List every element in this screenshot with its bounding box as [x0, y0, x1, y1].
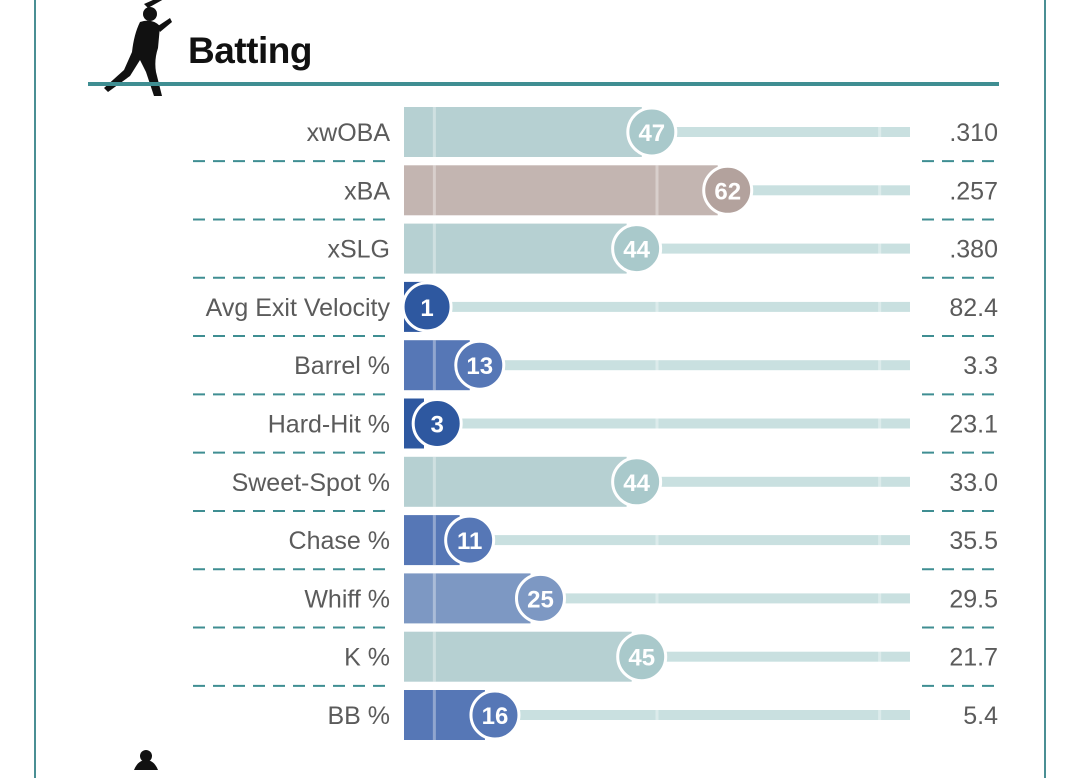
- gridline: [878, 281, 882, 332]
- metric-label: BB %: [327, 702, 390, 730]
- percentile-label: 13: [466, 353, 493, 380]
- metric-label: Chase %: [289, 527, 390, 555]
- percentile-circle: [444, 514, 496, 566]
- gridline: [878, 456, 882, 507]
- chart-row: 62 xBA .257: [193, 164, 998, 221]
- chart-row: 16 BB % 5.4: [327, 689, 998, 741]
- bar-track: [404, 301, 910, 312]
- chart-row: 44 Sweet-Spot % 33.0: [193, 456, 998, 512]
- metric-label: Barrel %: [294, 352, 390, 380]
- metric-label: xwOBA: [307, 119, 391, 147]
- metric-value: 33.0: [949, 469, 998, 497]
- metric-label: xBA: [344, 177, 390, 205]
- gridline: [655, 690, 659, 740]
- gridline: [655, 340, 659, 391]
- metric-label: Avg Exit Velocity: [206, 294, 391, 322]
- chart-row: 25 Whiff % 29.5: [193, 572, 998, 629]
- metric-value: 21.7: [949, 644, 998, 672]
- bar: [404, 223, 627, 274]
- gridline: [432, 223, 436, 274]
- gridline: [432, 107, 436, 157]
- percentile-circle: [611, 456, 663, 508]
- percentile-circle: [616, 631, 668, 683]
- percentile-circle: [611, 223, 663, 275]
- percentile-circle: [411, 398, 463, 449]
- bar: [404, 573, 531, 624]
- metric-value: 3.3: [963, 352, 998, 380]
- metric-label: xSLG: [327, 236, 390, 264]
- bar-track: [404, 535, 910, 546]
- gridline: [878, 398, 882, 449]
- percentile-circle: [469, 689, 521, 741]
- gridline: [655, 165, 659, 216]
- bar: [404, 107, 642, 157]
- gridline: [655, 573, 659, 624]
- percentile-circle: [515, 572, 566, 624]
- metric-value: 35.5: [949, 527, 998, 555]
- percentile-label: 3: [431, 412, 444, 439]
- percentile-circle: [401, 281, 453, 333]
- gridline: [878, 223, 882, 274]
- chart-row: 44 xSLG .380: [193, 223, 998, 279]
- gridline: [432, 340, 436, 391]
- bar: [404, 456, 627, 507]
- percentile-label: 44: [623, 237, 650, 264]
- gridline: [878, 340, 882, 391]
- bar-track: [404, 593, 910, 604]
- bar-track: [404, 360, 910, 371]
- chart-row: 11 Chase % 35.5: [193, 514, 998, 571]
- metric-value: .310: [949, 119, 998, 147]
- bar-track: [404, 418, 910, 429]
- gridline: [878, 165, 882, 216]
- gridline: [655, 515, 659, 566]
- bar-track: [404, 710, 910, 720]
- panel-frame: [34, 0, 1046, 778]
- chart-row: 45 K % 21.7: [193, 631, 998, 687]
- gridline: [878, 690, 882, 740]
- metric-value: .257: [949, 177, 998, 205]
- percentile-label: 45: [628, 645, 655, 672]
- percentile-label: 62: [714, 178, 741, 205]
- gridline: [432, 573, 436, 624]
- percentile-label: 16: [482, 703, 509, 730]
- gridline: [432, 631, 436, 682]
- metric-label: K %: [344, 644, 390, 672]
- percentile-circle: [626, 106, 678, 158]
- gridline: [655, 398, 659, 449]
- metric-value: 23.1: [949, 411, 998, 439]
- chart-row: 13 Barrel % 3.3: [193, 339, 998, 396]
- metric-label: Hard-Hit %: [268, 411, 390, 439]
- batter-silhouette-icon: [104, 0, 172, 97]
- percentile-label: 25: [527, 586, 554, 613]
- percentile-circle: [702, 164, 754, 216]
- metric-value: 82.4: [949, 294, 998, 322]
- percentile-label: 1: [420, 295, 433, 322]
- metric-value: 5.4: [963, 702, 998, 730]
- gridline: [878, 573, 882, 624]
- metric-value: 29.5: [949, 585, 998, 613]
- gridline: [432, 515, 436, 566]
- metric-label: Whiff %: [304, 585, 390, 613]
- metric-value: .380: [949, 236, 998, 264]
- percentile-circle: [454, 339, 506, 391]
- gridline: [878, 515, 882, 566]
- gridline: [878, 107, 882, 157]
- section-title: Batting: [188, 30, 312, 71]
- percentile-label: 44: [623, 470, 650, 497]
- gridline: [432, 690, 436, 740]
- gridline: [655, 281, 659, 332]
- gridline: [432, 165, 436, 216]
- bar: [404, 631, 632, 682]
- title-rule: [88, 82, 999, 86]
- percentile-label: 11: [457, 528, 482, 555]
- metric-label: Sweet-Spot %: [232, 469, 390, 497]
- chart-row: 3 Hard-Hit % 23.1: [193, 398, 998, 454]
- chart-row: 1 Avg Exit Velocity 82.4: [193, 281, 998, 338]
- gridline: [878, 631, 882, 682]
- chart-row: 47 xwOBA .310: [193, 106, 998, 163]
- bar: [404, 165, 718, 216]
- percentile-label: 47: [638, 120, 665, 147]
- gridline: [432, 456, 436, 507]
